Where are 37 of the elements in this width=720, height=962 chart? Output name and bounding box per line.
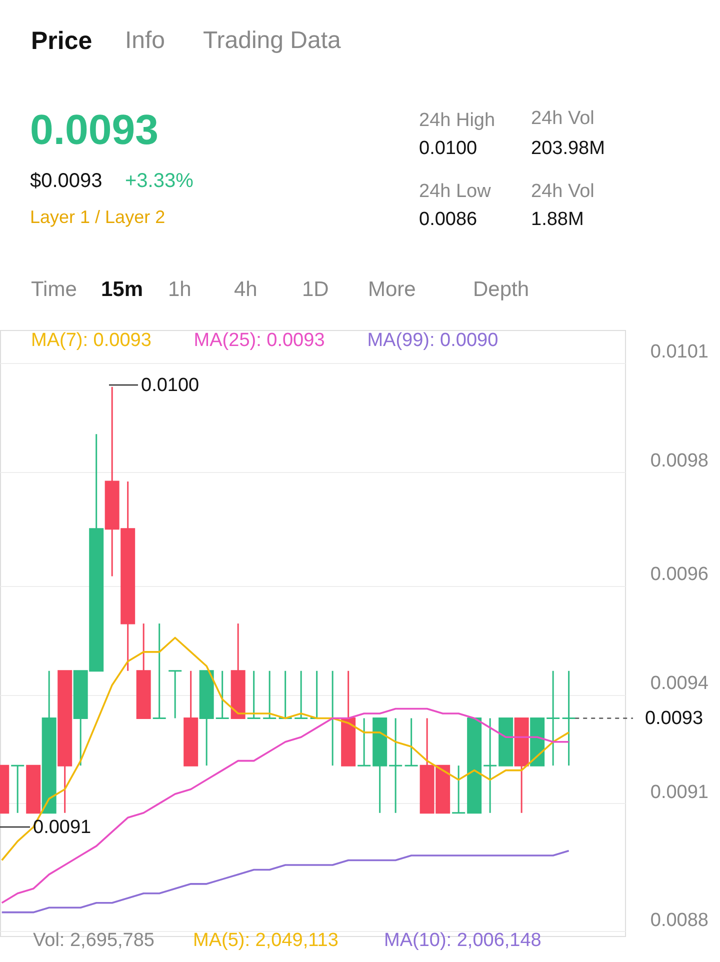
text: MA(7): 0.0093 [31, 330, 152, 351]
text: Layer 1 / Layer 2 [30, 207, 166, 227]
y-tick-label: 0.0088 [650, 910, 708, 931]
annotation: 0.0091 [33, 817, 92, 838]
y-tick-label: 0.0098 [650, 450, 708, 472]
text: MA(99): 0.0090 [367, 330, 498, 351]
text: 1h [168, 278, 192, 301]
text: 0.0100 [419, 138, 478, 159]
text: More [368, 278, 416, 301]
text: MA(25): 0.0093 [194, 330, 325, 351]
y-tick-label: 0.0094 [650, 673, 709, 694]
annotation: MA(10): 2,006,148 [384, 930, 542, 951]
annotation: MA(5): 2,049,113 [193, 930, 338, 951]
y-tick-label: 0.0101 [650, 342, 708, 363]
text: 24h Vol [531, 181, 594, 202]
text: Depth [473, 278, 530, 301]
text: Info [125, 27, 166, 54]
text: +3.33% [125, 170, 194, 192]
y-tick-label: 0.0091 [650, 782, 708, 803]
text: 4h [234, 278, 258, 301]
text: 0.0093 [30, 106, 158, 153]
annotation: 0.0100 [141, 375, 200, 396]
annotation: Vol: 2,695,785 [33, 930, 154, 951]
text: 15m [101, 278, 144, 301]
text: 1.88M [531, 209, 584, 230]
y-tick-label: 0.0096 [650, 564, 708, 586]
text: 1D [302, 278, 329, 301]
text: Trading Data [203, 27, 342, 54]
text: 24h Low [419, 181, 492, 202]
ref-line-label: 0.0093 [644, 708, 704, 730]
text: 0.0086 [419, 209, 478, 230]
text: 203.98M [531, 138, 605, 159]
text: $0.0093 [30, 170, 102, 192]
text: Price [31, 27, 92, 55]
text: Time [31, 278, 77, 301]
text: 24h High [419, 110, 496, 131]
text: 24h Vol [531, 108, 594, 129]
